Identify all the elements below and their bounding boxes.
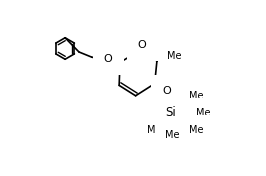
Text: Me: Me [189,91,204,101]
Text: Me: Me [196,108,211,118]
Text: O: O [163,86,171,96]
Polygon shape [157,54,171,61]
Text: Me: Me [147,125,161,135]
Text: O: O [104,54,113,64]
Text: Me: Me [167,51,182,61]
Text: Me: Me [165,130,180,140]
Text: O: O [138,40,147,50]
Text: Me: Me [189,125,204,135]
Text: Si: Si [165,106,176,119]
